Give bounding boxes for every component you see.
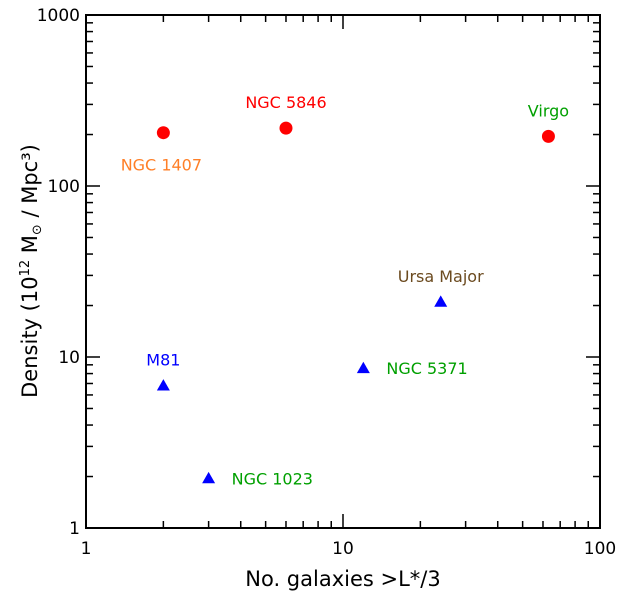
- point-marker-ngc-1407: [156, 126, 170, 140]
- y-axis-title: Density (1012 M⊙ / Mpc³): [18, 144, 45, 398]
- y-tick-label: 1: [69, 519, 80, 539]
- point-label-ngc-1023: NGC 1023: [232, 469, 313, 488]
- point-labels: NGC 1407 NGC 5846 Virgo Ursa Major M81 NGC 53…: [121, 93, 569, 488]
- y-axis-title-mid: M: [18, 235, 42, 260]
- y-tick-label: 100: [48, 177, 80, 197]
- y-axis-title-exponent: 12: [18, 260, 33, 277]
- point-label-ursa-major: Ursa Major: [398, 267, 484, 286]
- y-tick-label: 10: [58, 348, 80, 368]
- point-marker-ngc-5371: [356, 361, 370, 374]
- point-label-ngc-5846: NGC 5846: [245, 93, 326, 112]
- point-marker-ursa-major: [434, 295, 448, 307]
- point-marker-m81: [156, 379, 170, 391]
- point-label-m81: M81: [146, 351, 180, 370]
- x-axis-title: No. galaxies >L*/3: [245, 567, 440, 591]
- y-axis-title-prefix: Density (10: [18, 276, 42, 397]
- point-marker-virgo: [541, 129, 555, 143]
- plot-frame: [85, 14, 601, 529]
- x-tick-label: 10: [332, 539, 354, 559]
- data-markers: [156, 121, 555, 484]
- point-marker-ngc-5846: [279, 121, 293, 135]
- sun-symbol: ⊙: [30, 224, 45, 235]
- y-tick-label: 1000: [37, 6, 80, 26]
- y-axis-title-suffix: / Mpc³): [18, 144, 42, 224]
- point-label-ngc-1407: NGC 1407: [121, 156, 202, 175]
- x-tick-label: 1: [81, 539, 92, 559]
- point-marker-ngc-1023: [202, 471, 216, 484]
- point-label-virgo: Virgo: [528, 101, 569, 120]
- point-label-ngc-5371: NGC 5371: [386, 359, 467, 378]
- tick-labels: 1 10 100 1 10 100 1000: [37, 6, 616, 559]
- x-tick-label: 100: [584, 539, 616, 559]
